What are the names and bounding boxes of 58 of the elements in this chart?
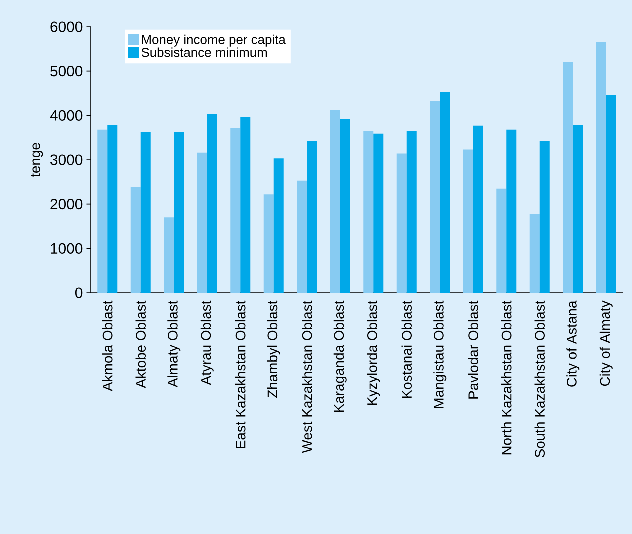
bar [240,116,251,294]
bar [596,42,606,294]
y-tick-label: 2000 [50,199,83,210]
x-tick-label: South Kazakhstan Oblast [534,300,546,458]
bar [274,158,284,294]
bar [264,194,274,294]
x-tick-label: East Kazakhstan Oblast [236,300,246,448]
legend-label: Money income per capita [142,34,286,47]
x-tick-label: North Kazakhstan Oblast [502,300,512,455]
x-tick-label: City of Astana [566,300,580,387]
bar [506,130,517,294]
x-tick-label: Akmola Oblast [102,300,113,392]
bar [540,140,550,294]
bar [406,131,417,294]
y-tick-label: 5000 [50,66,83,77]
x-tick-label: Aktobe Oblast [136,300,146,388]
bar [530,214,540,294]
y-tick-label: 3000 [50,154,83,166]
bar [396,154,407,294]
bar [496,188,507,294]
y-tick-label: 1000 [51,243,83,254]
y-tick-label: 6000 [50,22,83,32]
x-tick-label: Atyrau Oblast [200,300,214,386]
bar [98,130,108,294]
bar [606,95,616,294]
bar [197,152,208,294]
bar [307,140,318,294]
x-tick-label: Karaganda Oblast [334,300,347,412]
bar [440,92,450,294]
bar [374,134,384,294]
bar [430,101,440,294]
x-tick-label: Pavlodar Oblast [468,300,479,399]
x-tick-label: West Kazakhstan Oblast [302,300,312,454]
x-tick-label: City of Almaty [600,300,613,386]
bar [174,132,184,294]
x-tick-label: Almaty Oblast [168,300,181,388]
y-tick-label: 0 [75,288,83,298]
bar [563,62,574,294]
y-axis-title: tenge [31,143,44,178]
bar [330,110,340,294]
bar [207,114,218,294]
bar [108,124,118,294]
x-tick-label: Kyzylorda Oblast [367,300,380,406]
bar [473,126,484,294]
bar [463,150,474,294]
bar [297,180,308,294]
y-tick-label: 4000 [50,110,83,121]
x-tick-label: Kostanai Oblast [402,300,412,398]
bar [364,131,374,294]
legend-label: Subsistance minimum [142,48,268,58]
bar [340,119,350,294]
bar [140,132,151,294]
bar [230,128,241,294]
bar [164,218,174,294]
x-tick-label: Zhambyl Oblast [267,300,280,398]
x-tick-label: Mangistau Oblast [434,300,447,408]
bar [130,187,141,294]
bar [573,124,584,294]
